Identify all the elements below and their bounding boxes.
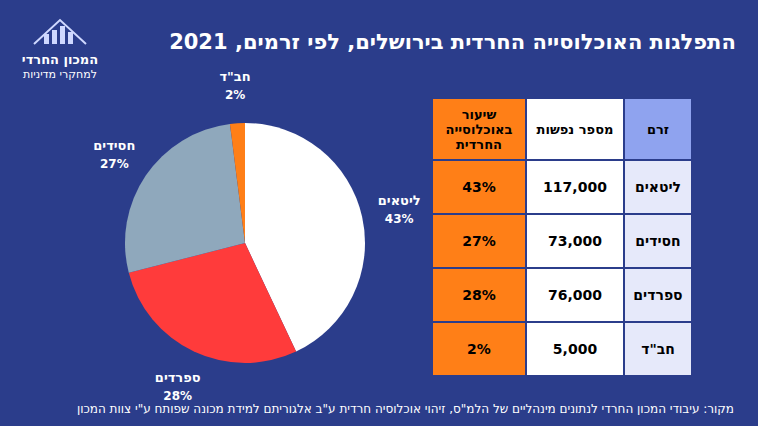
html-text:28%: 28% (462, 287, 496, 303)
html-text:למחקרי מדיניות: למחקרי מדיניות (23, 68, 97, 81)
html-text:המכון החרדי: המכון החרדי (21, 52, 99, 67)
html-text:מקור: עיבודי המכון החרדי לנתונ: מקור: עיבודי המכון החרדי לנתונים מינהליי… (76, 402, 734, 416)
svg-text:28%: 28% (163, 389, 192, 403)
html-text:117,000: 117,000 (543, 179, 607, 195)
html-text:חסידים: חסידים (635, 233, 681, 249)
html-text:חב"ד: חב"ד (641, 341, 675, 357)
html-text:שיעור באוכלוסייה החרדית: שיעור באוכלוסייה החרדית (445, 106, 513, 152)
html-text:73,000: 73,000 (548, 233, 602, 249)
html-text:5,000: 5,000 (552, 341, 598, 357)
svg-text:27%: 27% (100, 157, 129, 171)
svg-text:חב"ד: חב"ד (219, 69, 250, 84)
html-text:43%: 43% (462, 179, 496, 195)
svg-text:43%: 43% (385, 212, 414, 226)
html-text:2%: 2% (467, 341, 491, 357)
svg-text:חסידים: חסידים (93, 138, 135, 153)
html-text:ליטאים: ליטאים (634, 179, 682, 195)
html-text:מספר נפשות: מספר נפשות (536, 121, 614, 137)
html-text:27%: 27% (462, 233, 496, 249)
svg-text:ספרדים: ספרדים (155, 370, 201, 385)
html-text:ספרדים: ספרדים (633, 287, 683, 303)
svg-text:ליטאים: ליטאים (378, 193, 421, 208)
html-text:זרם: זרם (647, 121, 669, 137)
html-text:76,000: 76,000 (548, 287, 602, 303)
html-text:התפלגות האוכלוסייה החרדית בירו: התפלגות האוכלוסייה החרדית בירושלים, לפי … (169, 30, 736, 54)
svg-text:2%: 2% (225, 88, 245, 102)
